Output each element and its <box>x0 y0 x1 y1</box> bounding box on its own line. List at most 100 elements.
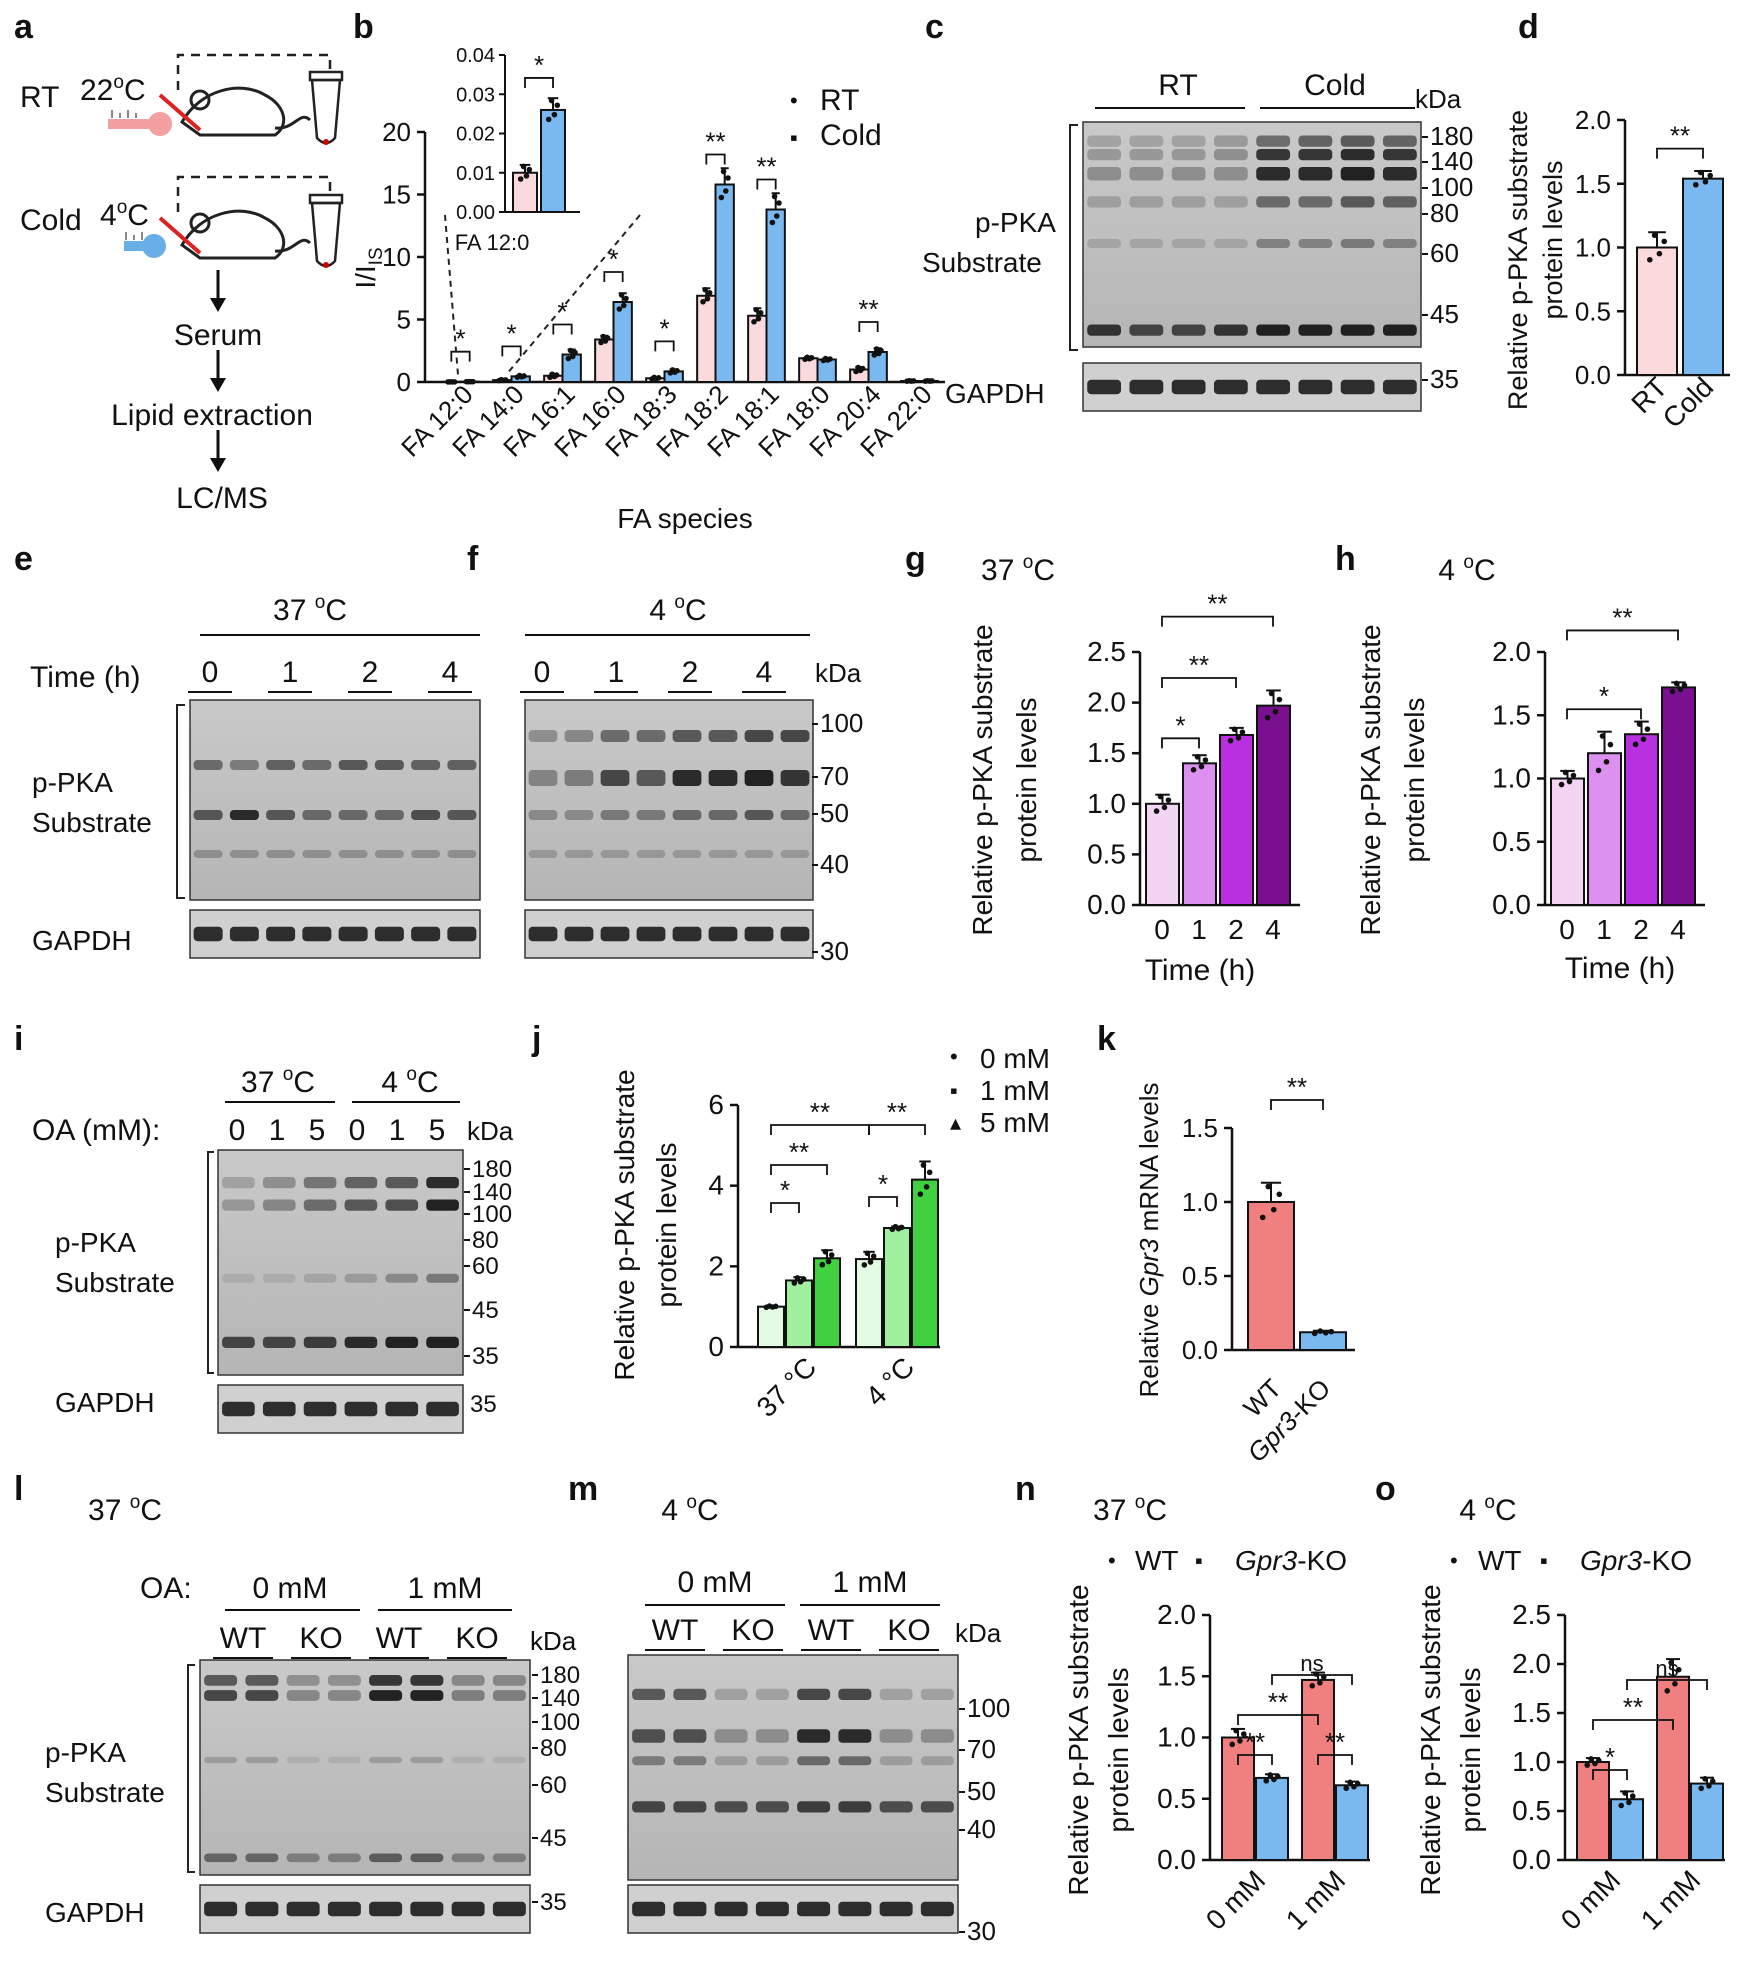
i-markers-label: 180 <box>472 1156 512 1183</box>
panel-letter-d: d <box>1518 8 1539 46</box>
b-rt-data-point <box>553 372 560 378</box>
o-title-unit: C <box>1495 1494 1517 1527</box>
blot-c-band <box>1171 167 1206 181</box>
n-sig-label: ns <box>1300 1651 1323 1676</box>
g-ytick-label: 0.0 <box>1087 889 1126 920</box>
g-ytick-label: 2.5 <box>1087 636 1126 667</box>
blot-l-g-band <box>410 1901 444 1917</box>
m-geno-label: KO <box>731 1614 774 1647</box>
blot-f-band <box>636 770 666 786</box>
h-ylabel-2: protein levels <box>1399 698 1430 863</box>
j-data-point <box>870 1253 877 1259</box>
l-markers-label: 140 <box>540 1685 580 1712</box>
blot-i-band <box>344 1177 378 1189</box>
blot-l-band <box>410 1756 444 1764</box>
blot-f-band <box>780 730 810 742</box>
step-lipid-extraction: Lipid extraction <box>111 399 313 432</box>
blot-f-band <box>744 850 774 858</box>
b-inset-sig-label: * <box>534 50 544 80</box>
h-bar <box>1587 752 1622 907</box>
step-serum: Serum <box>174 319 262 352</box>
blot-c-g-band <box>1382 379 1417 395</box>
blot-m-band <box>632 1688 666 1700</box>
b-cold-data-point <box>616 306 623 312</box>
blot-i-band <box>426 1336 459 1348</box>
d-data-point <box>1702 178 1709 185</box>
l-temp: 37 oC <box>88 1492 162 1527</box>
m-markers-label: 50 <box>967 1776 996 1806</box>
b-legend-rt-marker: • <box>790 88 798 113</box>
d-ytick-label: 2.0 <box>1575 105 1611 135</box>
blot-i-band <box>303 1199 337 1211</box>
j-sig-bracket <box>868 1124 926 1135</box>
k-ylabel-gene: Gpr3 <box>1134 1238 1164 1296</box>
blot-i-band <box>303 1336 337 1348</box>
blot-f-band <box>528 850 558 858</box>
n-ytick-label: 0.0 <box>1157 1844 1196 1875</box>
panel-letter-l: l <box>14 1470 23 1508</box>
blot-f-g-band <box>780 926 810 942</box>
i-markers-label: 140 <box>472 1179 512 1206</box>
o-ytick-label: 1.0 <box>1512 1746 1551 1777</box>
blot-f-band <box>564 810 594 820</box>
blot-e-band <box>411 760 441 770</box>
blot-i-band <box>344 1336 378 1348</box>
arrow-down-icon <box>210 270 226 472</box>
blot-c-g-band <box>1129 379 1164 395</box>
blot-i-band <box>262 1273 296 1283</box>
o-title: 4 oC <box>1459 1492 1516 1527</box>
blot-m-g-band <box>673 1901 707 1917</box>
g-data-point <box>1161 804 1168 811</box>
e-blot-label-1: p-PKA <box>32 767 113 798</box>
panel-letter-f: f <box>467 540 479 578</box>
g-sig-label: * <box>1175 710 1185 740</box>
g-sig-label: ** <box>1207 589 1227 619</box>
f-temp-degree: o <box>674 592 685 613</box>
j-ytick-label: 4 <box>708 1170 724 1201</box>
o-legend-ko-marker: ▪ <box>1540 1548 1548 1573</box>
o-ytick-label: 1.5 <box>1512 1697 1551 1728</box>
n-legend-wt: WT <box>1135 1545 1179 1576</box>
i-doses-label: 0 <box>229 1114 246 1147</box>
j-legend-2: 5 mM <box>980 1107 1050 1138</box>
blot-f-band <box>744 730 774 742</box>
k-ylabel-pre: Relative <box>1134 1296 1164 1397</box>
l-genotype-labels: WT KO WT KO <box>213 1622 507 1659</box>
panel-letter-n: n <box>1015 1470 1036 1508</box>
o-xtick-label: 1 mM <box>1635 1864 1706 1935</box>
blot-l-band <box>410 1675 444 1686</box>
e-times-label: 4 <box>442 656 459 689</box>
e-blot-label-2: Substrate <box>32 807 152 838</box>
blot-e-band <box>193 810 223 820</box>
blot-l-band <box>245 1756 279 1764</box>
j-ytick-label: 2 <box>708 1250 724 1281</box>
blot-i-band <box>426 1199 459 1211</box>
j-data-point <box>867 1259 874 1265</box>
j-xtick-label: 4 °C <box>860 1351 921 1412</box>
j-bar <box>785 1279 813 1348</box>
b-inset-ytick-label: 0.03 <box>456 84 495 106</box>
n-data-point <box>1229 1741 1236 1748</box>
g-bar <box>1219 733 1254 907</box>
n-title: 37 oC <box>1093 1492 1167 1527</box>
blot-m-band <box>797 1756 831 1766</box>
n-data-point <box>1351 1783 1357 1790</box>
k-data-point <box>1276 1191 1283 1198</box>
d-data-point <box>1656 250 1663 257</box>
j-data-point <box>917 1191 924 1197</box>
h-data-point <box>1636 721 1643 727</box>
blot-m-band <box>632 1729 666 1743</box>
l-blot-label-2: Substrate <box>45 1777 165 1808</box>
h-title-unit: C <box>1474 554 1496 587</box>
b-inset-cold-bar <box>540 108 566 213</box>
o-data-point <box>1588 1756 1594 1762</box>
b-inset-cold-data-point <box>554 102 561 109</box>
i-markers-label: 60 <box>472 1253 499 1280</box>
blot-e-g-band <box>302 926 332 942</box>
k-ylabel: Relative Gpr3 mRNA levels <box>1134 1082 1164 1397</box>
blot-i-g-band <box>344 1401 378 1417</box>
panel-h: h 4 oC Relative p-PKA substrate protein … <box>1335 540 1705 985</box>
blot-e-band <box>302 810 332 820</box>
blot-e-band <box>302 760 332 770</box>
b-rt-data-point <box>702 286 709 293</box>
